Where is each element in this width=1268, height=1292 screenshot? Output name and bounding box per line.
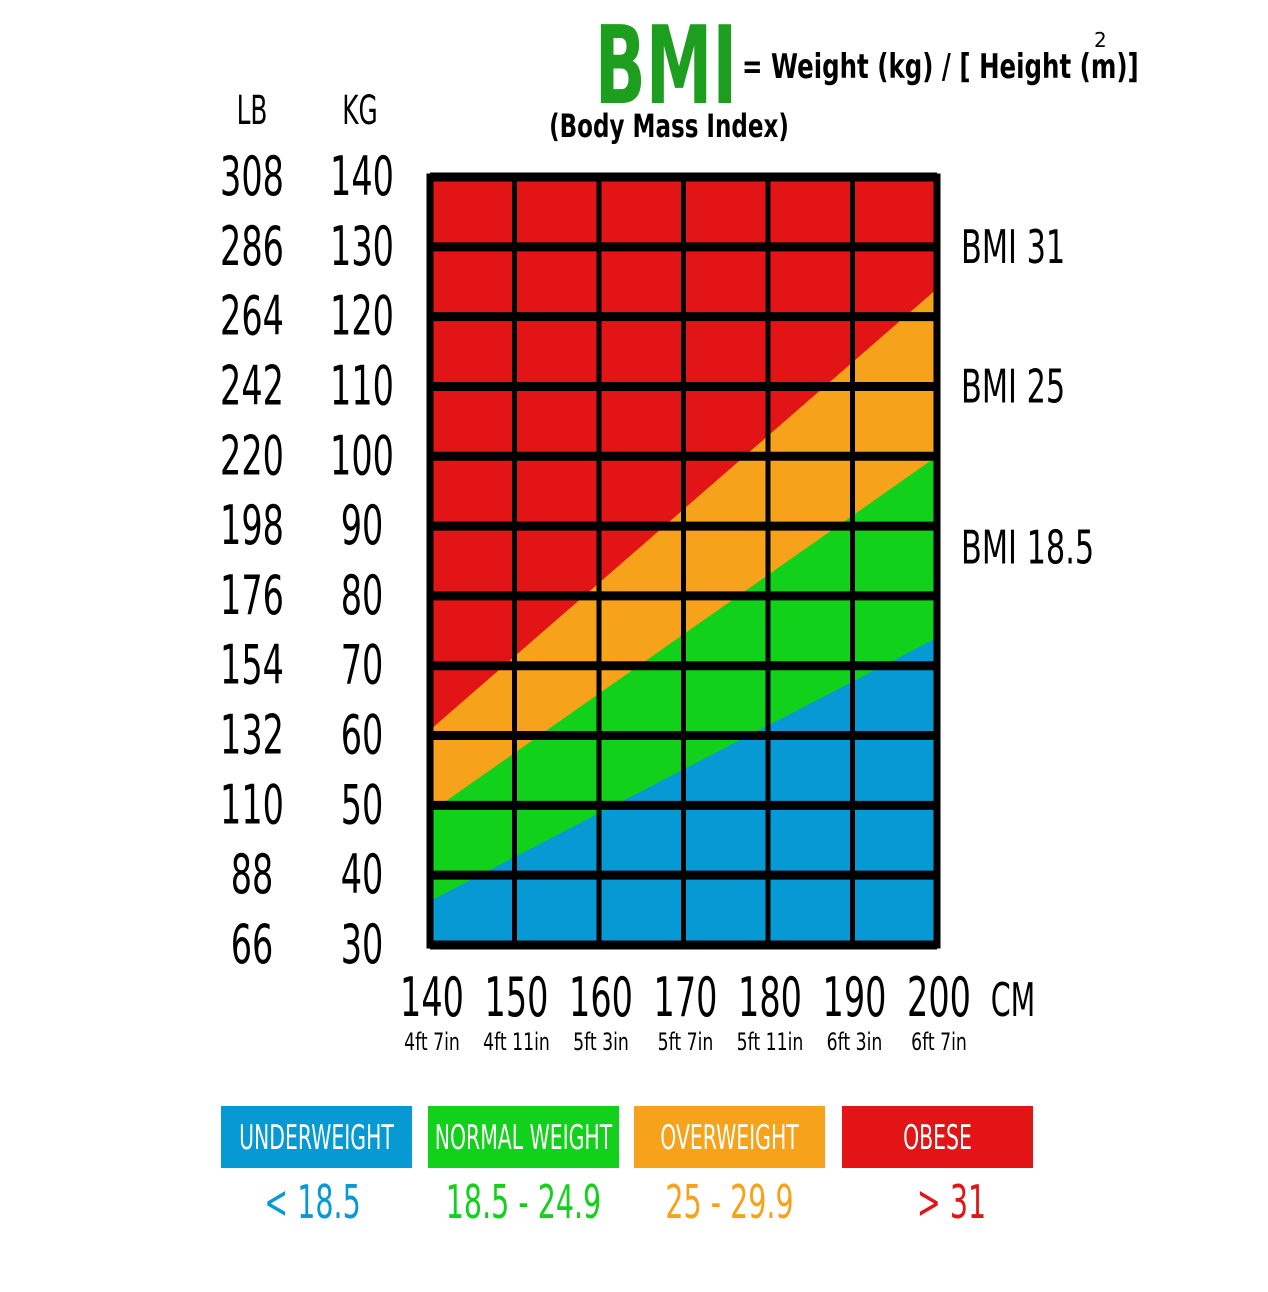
x-tick-label: 160 <box>569 966 633 1030</box>
lb-tick-label: 264 <box>220 284 284 348</box>
bmi-boundary-label: BMI 25 <box>961 361 1065 414</box>
legend-swatch <box>634 1106 825 1168</box>
legend-item: NORMAL WEIGHT 18.5 - 24.9 <box>428 1106 619 1230</box>
x-imperial-label: 4ft 7in <box>404 1028 460 1056</box>
bmi-boundary-label: BMI 31 <box>961 222 1065 275</box>
legend-swatch <box>221 1106 412 1168</box>
legend-category-label: OVERWEIGHT <box>660 1117 799 1157</box>
legend-category-label: UNDERWEIGHT <box>239 1117 394 1157</box>
x-tick-label: 140 <box>400 966 464 1030</box>
kg-tick-label: 30 <box>341 913 384 977</box>
x-axis-label: CM <box>991 974 1036 1028</box>
kg-axis-header: KG <box>342 87 377 134</box>
kg-tick-label: 140 <box>330 145 394 209</box>
kg-tick-label: 50 <box>341 773 384 837</box>
lb-tick-label: 198 <box>220 494 284 558</box>
legend-item: UNDERWEIGHT < 18.5 <box>221 1106 412 1230</box>
kg-tick-label: 120 <box>330 284 394 348</box>
plot-border <box>426 173 941 949</box>
kg-tick-label: 90 <box>341 494 384 558</box>
x-imperial-label: 6ft 3in <box>827 1028 883 1056</box>
legend-range-label: 25 - 29.9 <box>665 1176 793 1230</box>
plot-area <box>426 172 941 950</box>
x-imperial-label: 5ft 11in <box>737 1028 804 1056</box>
kg-tick-label: 110 <box>330 354 394 418</box>
lb-axis-header: LB <box>237 87 268 134</box>
kg-tick-label: 80 <box>341 563 384 627</box>
lb-tick-label: 220 <box>220 424 284 488</box>
lb-tick-label: 88 <box>231 843 274 907</box>
x-tick-label: 150 <box>485 966 549 1030</box>
x-tick-label: 170 <box>654 966 718 1030</box>
legend-item: OBESE > 31 <box>842 1106 1033 1230</box>
legend-range-label: < 18.5 <box>264 1176 360 1230</box>
formula-text: = Weight (kg) / [ Height (m)] <box>742 47 1139 86</box>
lb-tick-label: 132 <box>220 703 284 767</box>
kg-tick-label: 70 <box>341 633 384 697</box>
legend-range-label: 18.5 - 24.9 <box>446 1176 601 1230</box>
lb-tick-label: 286 <box>220 214 284 278</box>
x-tick-label: 190 <box>823 966 887 1030</box>
lb-tick-label: 66 <box>231 913 274 977</box>
x-imperial-label: 5ft 7in <box>658 1028 714 1056</box>
lb-tick-label: 176 <box>220 563 284 627</box>
kg-tick-label: 130 <box>330 214 394 278</box>
lb-tick-label: 110 <box>220 773 284 837</box>
legend-item: OVERWEIGHT 25 - 29.9 <box>634 1106 825 1230</box>
legend-category-label: OBESE <box>903 1117 972 1157</box>
y-axis-ticks: 308 140 286 130 264 120 242 110 220 100 198 90 176 80… <box>220 145 394 977</box>
category-legend: UNDERWEIGHT < 18.5 NORMAL WEIGHT 18.5 - 24.… <box>221 1106 1033 1230</box>
lb-tick-label: 308 <box>220 145 284 209</box>
legend-range-label: > 31 <box>917 1176 986 1230</box>
kg-tick-label: 40 <box>341 843 384 907</box>
x-tick-label: 200 <box>907 966 971 1030</box>
chart-subtitle: (Body Mass Index) <box>549 107 789 145</box>
chart-title: BMI <box>595 4 738 129</box>
kg-tick-label: 100 <box>330 424 394 488</box>
bmi-boundary-labels: BMI 31 BMI 25 BMI 18.5 <box>961 222 1094 576</box>
legend-swatch <box>428 1106 619 1168</box>
formula-exponent: 2 <box>1094 28 1107 52</box>
legend-swatch <box>842 1106 1033 1168</box>
x-imperial-label: 6ft 7in <box>911 1028 967 1056</box>
x-imperial-label: 4ft 11in <box>483 1028 550 1056</box>
kg-tick-label: 60 <box>341 703 384 767</box>
lb-tick-label: 242 <box>220 354 284 418</box>
legend-category-label: NORMAL WEIGHT <box>435 1117 613 1157</box>
grid-lines <box>426 172 941 950</box>
lb-tick-label: 154 <box>220 633 284 697</box>
x-tick-label: 180 <box>738 966 802 1030</box>
bmi-boundary-label: BMI 18.5 <box>961 522 1094 575</box>
x-imperial-label: 5ft 3in <box>573 1028 629 1056</box>
